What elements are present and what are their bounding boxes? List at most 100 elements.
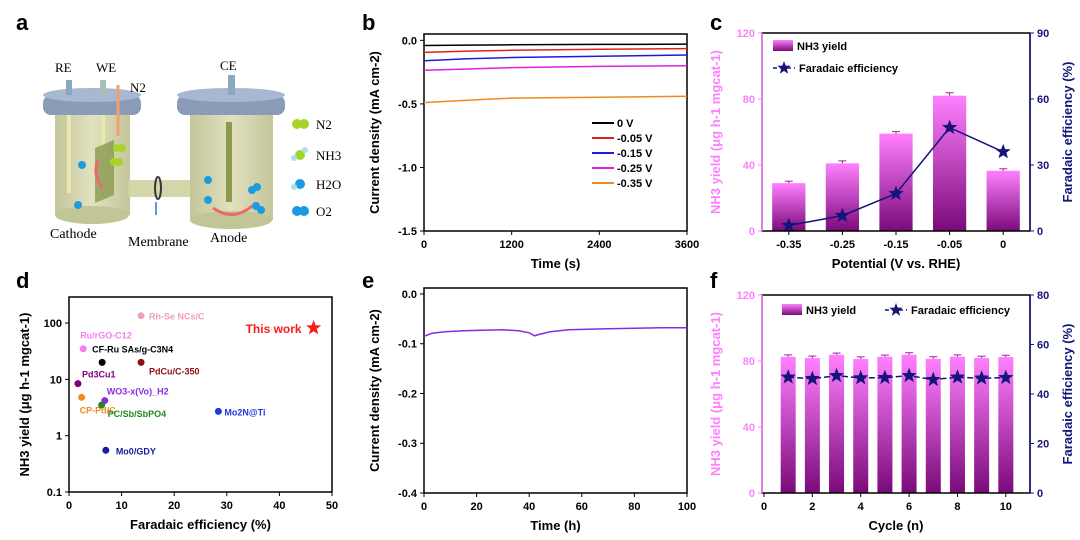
y-right-tick-label: 60 (1037, 340, 1049, 352)
series-line (423, 54, 688, 62)
x-tick-label: 40 (273, 500, 285, 512)
bar (879, 133, 913, 231)
y-right-tick-label: 0 (1037, 488, 1043, 500)
reference-electrode (67, 115, 71, 193)
x-tick-label: 40 (523, 501, 535, 513)
x-axis-title: Time (h) (530, 518, 580, 533)
y-right-tick-label: 60 (1037, 94, 1049, 106)
panel-label-a: a (16, 10, 29, 35)
y-tick-label: 40 (743, 160, 755, 172)
scatter-point (98, 401, 106, 409)
x-axis-title: Faradaic efficiency (%) (130, 517, 271, 532)
legend-h2o: H2O (316, 177, 341, 192)
legend-label: 0 V (617, 118, 634, 130)
cathode-lid-top (43, 88, 141, 102)
fe-star-marker (780, 369, 796, 384)
point-label: This work (246, 322, 302, 336)
series-line (423, 43, 688, 47)
legend-label: Faradaic efficiency (911, 305, 1011, 317)
x-tick-label: 100 (678, 501, 696, 513)
y-axis-title: Current density (mA cm-2) (367, 309, 382, 472)
anode-bottom (190, 211, 272, 229)
fe-line (788, 374, 1006, 381)
anode-label: Anode (210, 231, 247, 246)
y-tick-label: -1.0 (398, 162, 417, 174)
ce-electrode-port (228, 75, 235, 95)
scatter-point (79, 345, 87, 353)
legend-label: -0.15 V (617, 148, 653, 160)
plot-frame (423, 287, 688, 494)
fe-star-marker (834, 207, 850, 223)
x-tick-label: 2 (809, 501, 815, 513)
scatter-point (98, 358, 106, 366)
y-axis-title: NH3 yield (μg h-1 mgcat-1) (17, 313, 32, 477)
y-tick-label: -0.3 (398, 438, 417, 450)
series-line (423, 47, 688, 54)
bar (825, 163, 860, 231)
n2-molecule-icon (292, 119, 302, 129)
y-axis-title: NH3 yield (μg h-1 mgcat-1) (708, 50, 723, 214)
fe-star-marker (942, 119, 958, 135)
molecules (74, 144, 265, 214)
panel-label-f: f (710, 268, 718, 293)
y-tick-label: -1.5 (398, 226, 417, 238)
y-tick-label: 80 (743, 356, 755, 368)
n2-inlet-label: N2 (130, 80, 146, 95)
fe-star-marker (901, 367, 917, 383)
x-tick-label: -0.05 (937, 239, 962, 251)
membrane-ring (154, 176, 162, 200)
legend-star-icon (777, 61, 791, 74)
fe-star-marker (828, 367, 845, 383)
point-label: PdCu/C-350 (149, 366, 200, 376)
y-right-tick-label: 80 (1037, 290, 1049, 302)
working-electrode-plate (95, 140, 114, 203)
point-label: Ru/rGO-C12 (80, 331, 132, 341)
y-tick-label: 1 (56, 431, 62, 443)
point-label: Pd3Cu1 (82, 370, 116, 380)
y-tick-label: 0.0 (402, 35, 417, 47)
fe-star-marker (995, 143, 1011, 159)
y-tick-label: -0.2 (398, 388, 417, 400)
y-right-tick-label: 20 (1037, 439, 1049, 451)
plot-frame (423, 33, 688, 232)
fe-star-marker (804, 370, 820, 386)
x-tick-label: 10 (115, 500, 127, 512)
point-label: CF-Ru SAs/g-C3N4 (92, 344, 173, 354)
x-tick-label: 0 (1000, 239, 1006, 251)
legend-label: -0.05 V (617, 133, 653, 145)
x-tick-label: 8 (954, 501, 960, 513)
x-tick-label: 10 (1000, 501, 1012, 513)
y-axis-title: NH3 yield (μg h-1 mgcat-1) (708, 312, 723, 476)
y-right-tick-label: 0 (1037, 226, 1043, 238)
scatter-point (137, 312, 145, 320)
y-tick-label: 80 (743, 94, 755, 106)
bar (932, 95, 967, 231)
anode-reaction-arrow (212, 204, 253, 216)
counter-electrode (226, 122, 232, 202)
panel-label-c: c (710, 10, 722, 35)
we-label: WE (96, 60, 116, 75)
chart-c: 0 40 80 120 0 30 60 90 -0.35 -0.25 -0.15 -0.05 0 Pote… (708, 28, 1075, 271)
scatter-point (214, 407, 222, 415)
bar (901, 354, 917, 493)
electrolysis-cell-schematic: RE WE N2 CE Cathode Membrane Anode N2 NH… (43, 58, 341, 250)
y-right-tick-label: 30 (1037, 160, 1049, 172)
chart-f: 0 40 80 120 0 20 40 60 80 0 2 4 6 8 10 Cycle (n) NH3 yie… (708, 290, 1075, 533)
plot-frame (68, 296, 333, 493)
nh3-molecule-icon (295, 150, 305, 160)
y-right-axis-title: Faradaic efficiency (%) (1060, 62, 1075, 203)
scatter-point (102, 446, 110, 454)
bar (877, 356, 893, 493)
x-axis-title: Time (s) (531, 256, 581, 271)
legend-label: -0.35 V (617, 178, 653, 190)
point-label: CP-Pd/C (80, 405, 117, 415)
ce-label: CE (220, 58, 237, 73)
x-tick-label: -0.15 (883, 239, 908, 251)
point-label: Rh-Se NCs/C (149, 312, 205, 322)
panel-label-b: b (362, 10, 375, 35)
point-label: PC/Sb/SbPO4 (108, 409, 167, 419)
legend-label: NH3 yield (797, 41, 847, 53)
scatter-point (137, 358, 145, 366)
x-tick-label: 2400 (587, 239, 611, 251)
